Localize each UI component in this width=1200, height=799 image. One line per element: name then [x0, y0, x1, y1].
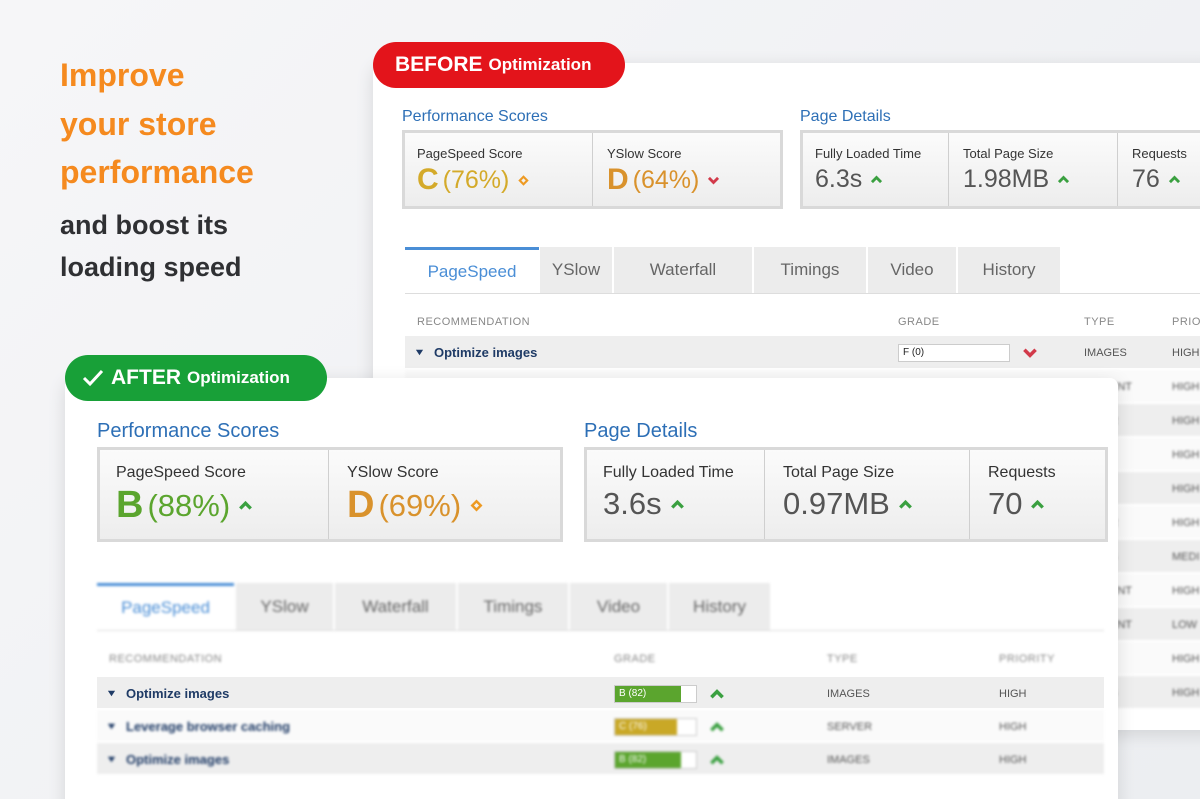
column-header: RECOMMENDATION [109, 653, 222, 665]
column-header: TYPE [827, 653, 858, 665]
column-header: PRIORITY [999, 653, 1055, 665]
column-header: GRADE [614, 653, 656, 665]
